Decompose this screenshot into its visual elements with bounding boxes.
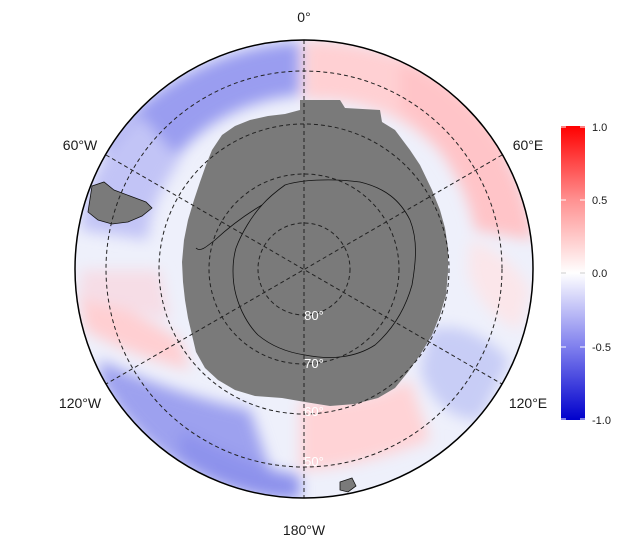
map-boundary	[74, 39, 534, 499]
colorbar-tick-label: -1.0	[592, 415, 611, 427]
colorbar-tick-label: 1.0	[592, 122, 607, 134]
meridian-60e-120w	[105, 154, 503, 385]
colorbar-tick-label: 0.5	[592, 195, 607, 207]
island	[339, 477, 357, 493]
lat-label-60: 60°	[304, 404, 324, 419]
colorbar-tick-label: 0.0	[592, 268, 607, 280]
lon-label-upper-left: 60°W	[63, 137, 98, 153]
lon-label-lower-left: 120°W	[59, 395, 102, 411]
lon-label-lower-right: 120°E	[509, 395, 547, 411]
graticule	[105, 40, 503, 498]
south-america-tip	[87, 181, 153, 225]
colorbar-tick-label: -0.5	[592, 342, 611, 354]
lon-label-bottom: 180°W	[283, 522, 326, 538]
meridian-60w-120e	[105, 154, 503, 385]
land-mask	[182, 100, 448, 406]
lat-label-70: 70°	[304, 356, 324, 371]
lon-label-top: 0°	[297, 9, 310, 25]
colorbar: 1.0 0.5 0.0 -0.5 -1.0	[561, 122, 611, 427]
lat-label-80: 80°	[304, 308, 324, 323]
lon-label-upper-right: 60°E	[513, 137, 544, 153]
lat-label-50: 50°	[304, 454, 324, 469]
ocean-anomaly-field	[75, 40, 533, 498]
